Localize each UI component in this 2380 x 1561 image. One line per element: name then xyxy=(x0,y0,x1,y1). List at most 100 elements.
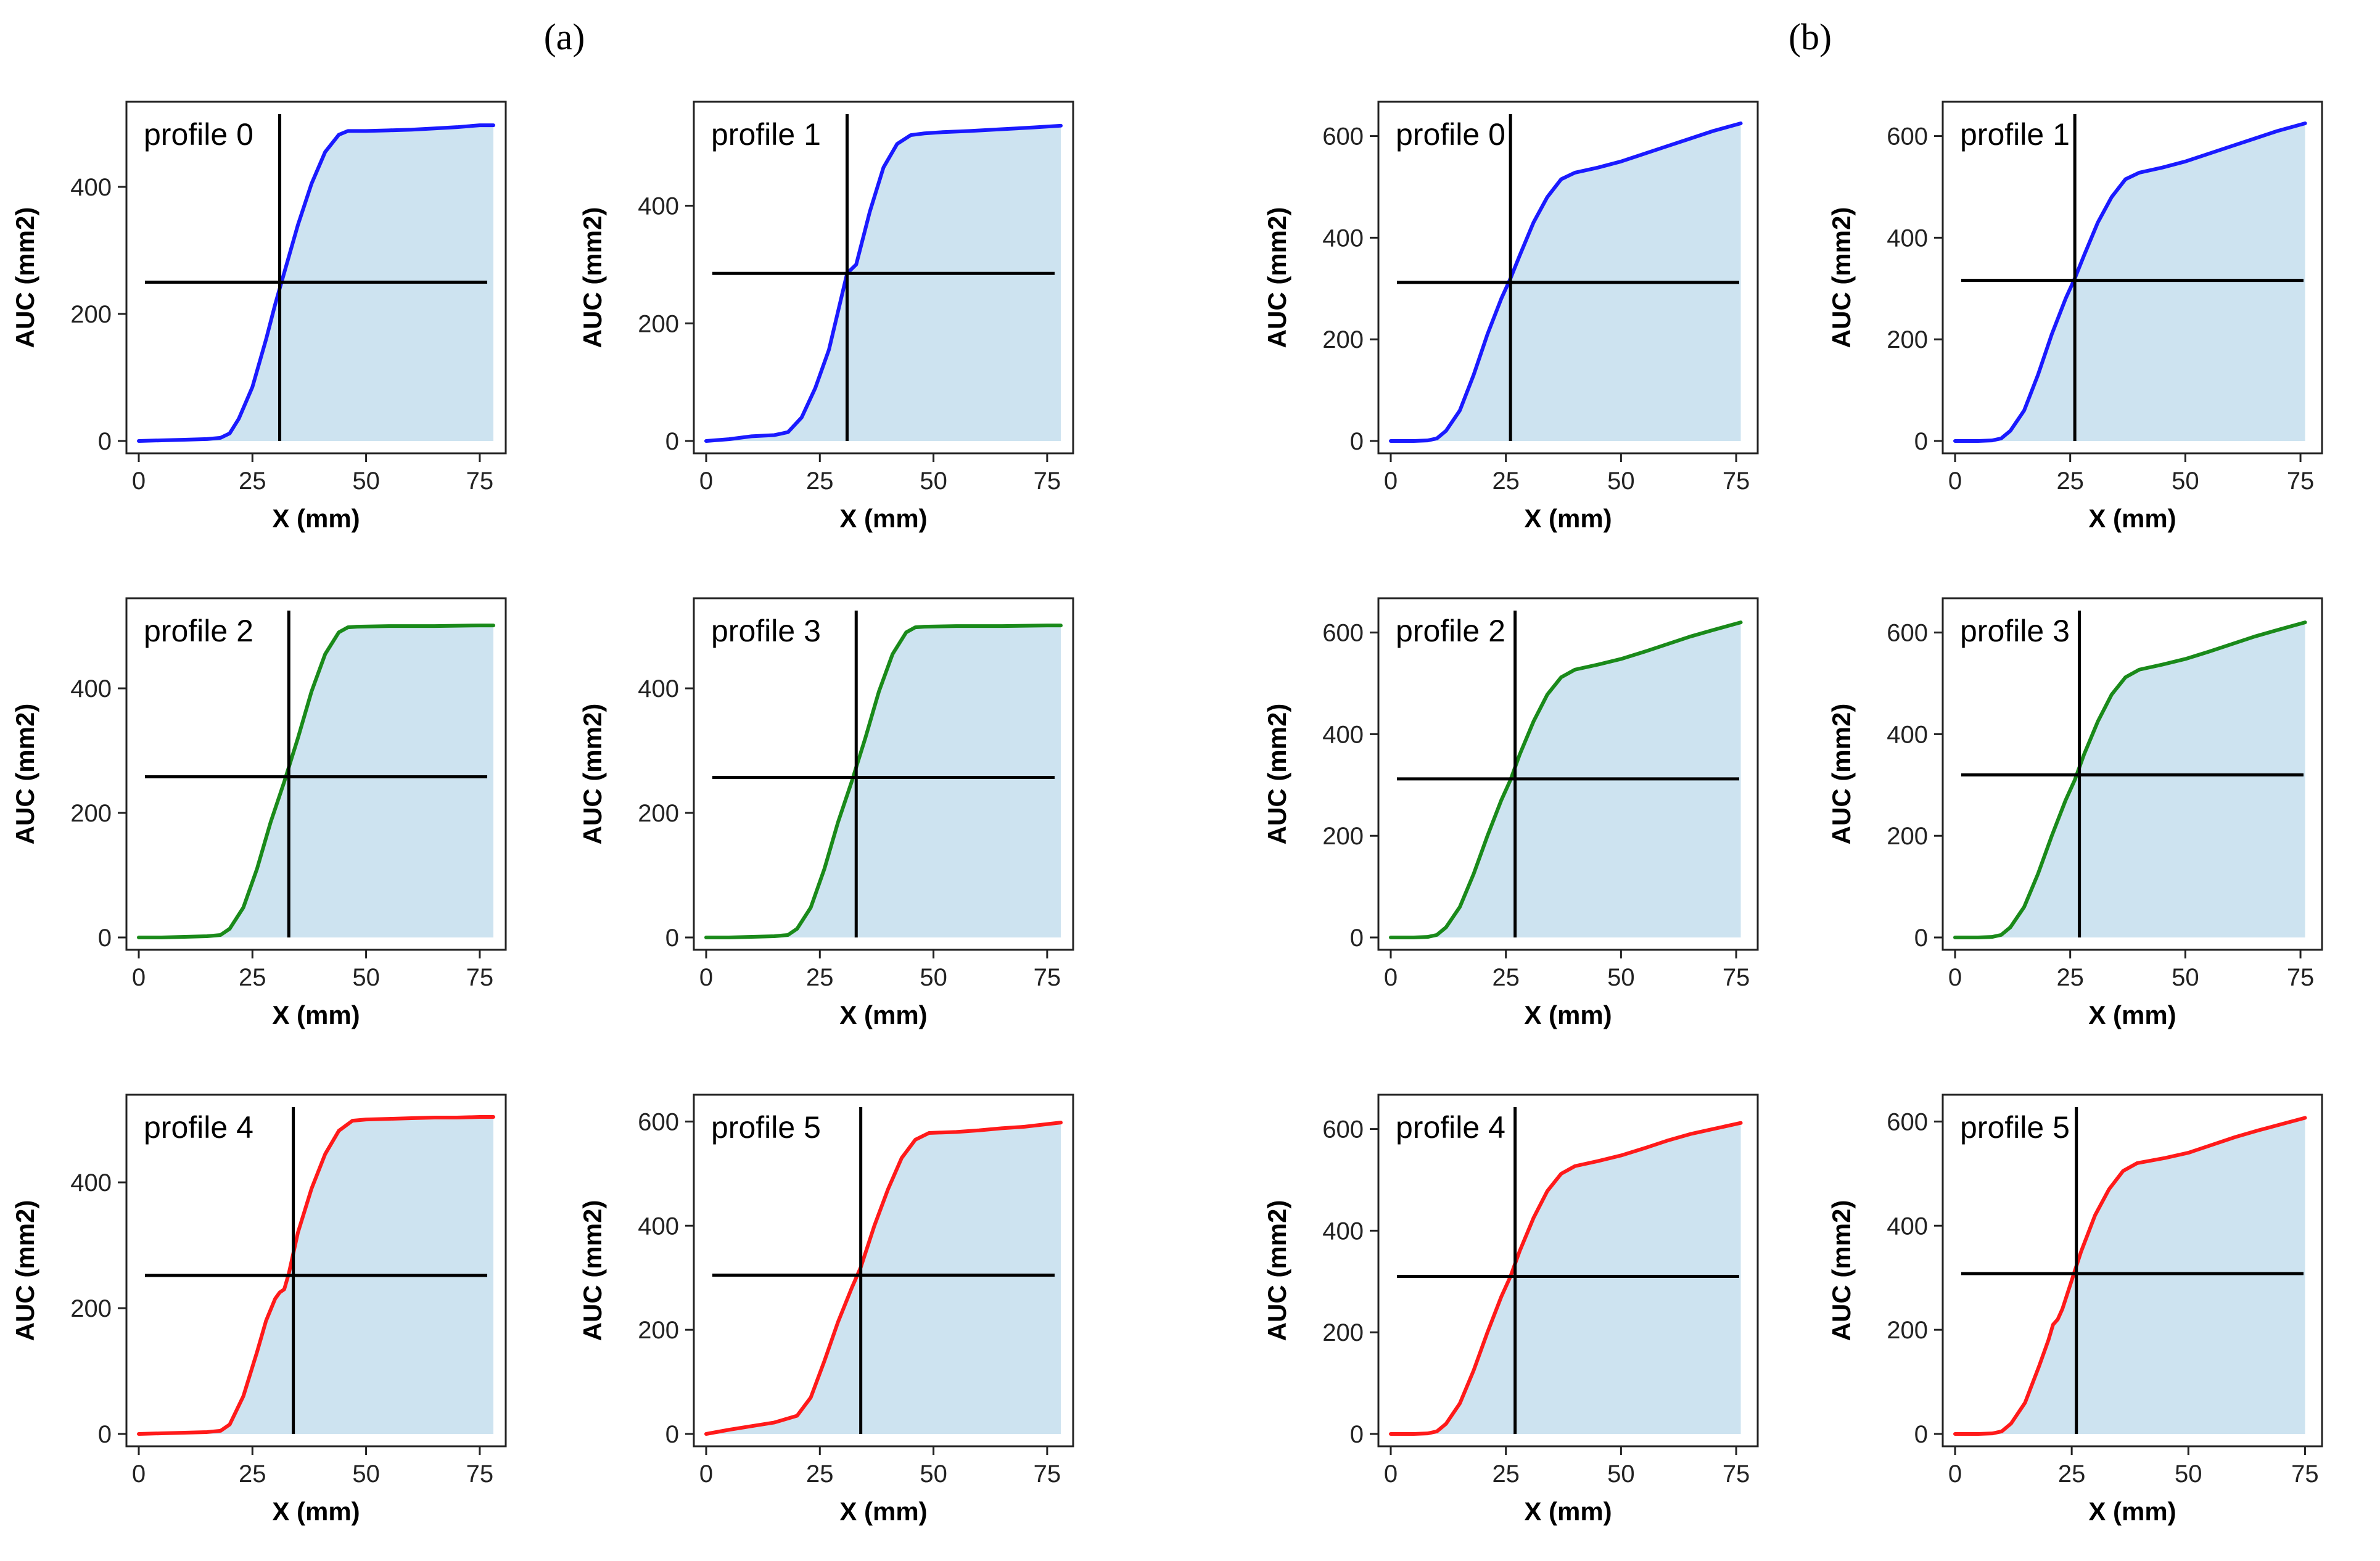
plot-frame xyxy=(125,597,507,951)
y-tick-label: 600 xyxy=(1322,123,1364,150)
x-tick-label: 25 xyxy=(806,1460,834,1488)
series-line xyxy=(704,624,1063,939)
x-tick-label: 25 xyxy=(2058,1460,2086,1488)
y-tick-label: 200 xyxy=(1887,823,1928,850)
y-tick-label: 0 xyxy=(1914,1421,1928,1448)
y-tick-label: 600 xyxy=(638,1108,679,1135)
plot-frame xyxy=(1941,101,2323,455)
y-tick-label: 200 xyxy=(1887,1317,1928,1344)
y-axis-title: AUC (mm2) xyxy=(1827,207,1856,348)
chart-panel: profile 4 0 25 50 75 0 200 400 X (mm) AUC (mm2) xyxy=(10,1094,507,1526)
panel-title: profile 5 xyxy=(1960,1110,2070,1145)
y-tick-label: 200 xyxy=(638,800,679,827)
series-line xyxy=(137,123,495,443)
y-tick-label: 600 xyxy=(1887,123,1928,150)
x-tick-label: 50 xyxy=(920,964,947,991)
series-line xyxy=(1389,620,1743,939)
x-tick-label: 75 xyxy=(1034,467,1061,495)
x-tick-label: 75 xyxy=(466,467,494,495)
x-tick-label: 50 xyxy=(2175,1460,2202,1488)
x-tick-label: 0 xyxy=(132,467,146,495)
x-axis-title: X (mm) xyxy=(2088,1497,2176,1526)
y-tick-label: 400 xyxy=(1322,721,1364,748)
series-line xyxy=(1953,620,2307,939)
plot-frame xyxy=(1377,1094,1759,1448)
x-tick-label: 25 xyxy=(2056,467,2084,495)
x-tick-label: 50 xyxy=(1607,467,1635,495)
x-tick-label: 50 xyxy=(352,964,380,991)
y-tick-label: 400 xyxy=(70,1169,112,1196)
x-tick-label: 25 xyxy=(1492,964,1520,991)
area-fill xyxy=(706,1122,1061,1434)
area-fill xyxy=(1955,123,2305,441)
y-tick-label: 200 xyxy=(638,1317,679,1344)
x-tick-label: 25 xyxy=(239,964,266,991)
plot-frame xyxy=(693,1094,1074,1448)
area-fill xyxy=(139,625,493,937)
y-tick-label: 400 xyxy=(1887,721,1928,748)
x-tick-label: 25 xyxy=(806,467,834,495)
chart-panel: profile 4 0 25 50 75 0 200 400 600 X (mm) AUC (mm2… xyxy=(1262,1094,1759,1526)
series-line xyxy=(704,1121,1063,1436)
y-axis-title: AUC (mm2) xyxy=(1262,704,1291,845)
y-tick-label: 0 xyxy=(98,1421,112,1448)
x-tick-label: 75 xyxy=(1723,467,1750,495)
x-tick-label: 0 xyxy=(1384,467,1398,495)
y-tick-label: 400 xyxy=(70,174,112,201)
plot-frame xyxy=(693,597,1074,951)
x-tick-label: 0 xyxy=(699,1460,713,1488)
x-tick-label: 0 xyxy=(699,467,713,495)
y-tick-label: 600 xyxy=(1887,1108,1928,1135)
x-tick-label: 75 xyxy=(1034,1460,1061,1488)
chart-panel: profile 5 0 25 50 75 0 200 400 600 X (mm) AUC (mm2… xyxy=(1827,1094,2323,1526)
series-line xyxy=(1389,122,1743,443)
y-tick-label: 0 xyxy=(665,428,679,455)
y-axis-title: AUC (mm2) xyxy=(578,1200,607,1341)
series-line xyxy=(1389,1121,1743,1436)
x-tick-label: 0 xyxy=(132,1460,146,1488)
area-fill xyxy=(1955,1118,2305,1434)
plot-frame xyxy=(1377,101,1759,455)
panel-title: profile 0 xyxy=(144,117,253,152)
y-tick-label: 400 xyxy=(638,1213,679,1240)
chart-panel: profile 3 0 25 50 75 0 200 400 600 X (mm) AUC (mm2… xyxy=(1827,597,2323,1029)
group-label-b: (b) xyxy=(1789,17,1832,57)
y-axis-title: AUC (mm2) xyxy=(1827,1200,1856,1341)
x-tick-label: 50 xyxy=(352,1460,380,1488)
y-tick-label: 0 xyxy=(1350,925,1364,952)
y-tick-label: 400 xyxy=(638,193,679,220)
y-axis-title: AUC (mm2) xyxy=(10,1200,39,1341)
area-fill xyxy=(1391,1122,1741,1434)
y-axis-title: AUC (mm2) xyxy=(1262,1200,1291,1341)
y-tick-label: 400 xyxy=(70,675,112,702)
y-tick-label: 0 xyxy=(98,428,112,455)
y-tick-label: 200 xyxy=(1322,1319,1364,1346)
chart-panel: profile 1 0 25 50 75 0 200 400 X (mm) AUC (mm2) xyxy=(578,101,1074,533)
x-tick-label: 50 xyxy=(920,1460,947,1488)
y-tick-label: 0 xyxy=(98,925,112,952)
y-tick-label: 0 xyxy=(1350,428,1364,455)
chart-panel: profile 2 0 25 50 75 0 200 400 600 X (mm) AUC (mm2… xyxy=(1262,597,1759,1029)
x-tick-label: 25 xyxy=(806,964,834,991)
y-axis-title: AUC (mm2) xyxy=(1262,207,1291,348)
x-tick-label: 0 xyxy=(1948,1460,1962,1488)
series-line xyxy=(137,624,495,939)
y-tick-label: 600 xyxy=(1322,1116,1364,1143)
plot-frame xyxy=(693,101,1074,455)
x-tick-label: 75 xyxy=(2291,1460,2319,1488)
y-tick-label: 200 xyxy=(70,800,112,827)
x-axis-title: X (mm) xyxy=(1524,504,1612,533)
chart-panel: profile 0 0 25 50 75 0 200 400 600 X (mm) AUC (mm2… xyxy=(1262,101,1759,533)
y-tick-label: 200 xyxy=(70,301,112,328)
x-axis-title: X (mm) xyxy=(1524,1000,1612,1029)
panel-title: profile 1 xyxy=(711,117,821,152)
chart-panel: profile 2 0 25 50 75 0 200 400 X (mm) AUC (mm2) xyxy=(10,597,507,1029)
x-tick-label: 0 xyxy=(132,964,146,991)
y-tick-label: 0 xyxy=(1914,925,1928,952)
y-tick-label: 0 xyxy=(665,925,679,952)
y-tick-label: 400 xyxy=(638,675,679,702)
x-tick-label: 0 xyxy=(699,964,713,991)
area-fill xyxy=(706,125,1061,441)
chart-panel: profile 5 0 25 50 75 0 200 400 600 X (mm) AUC (mm2… xyxy=(578,1094,1074,1526)
x-tick-label: 50 xyxy=(352,467,380,495)
